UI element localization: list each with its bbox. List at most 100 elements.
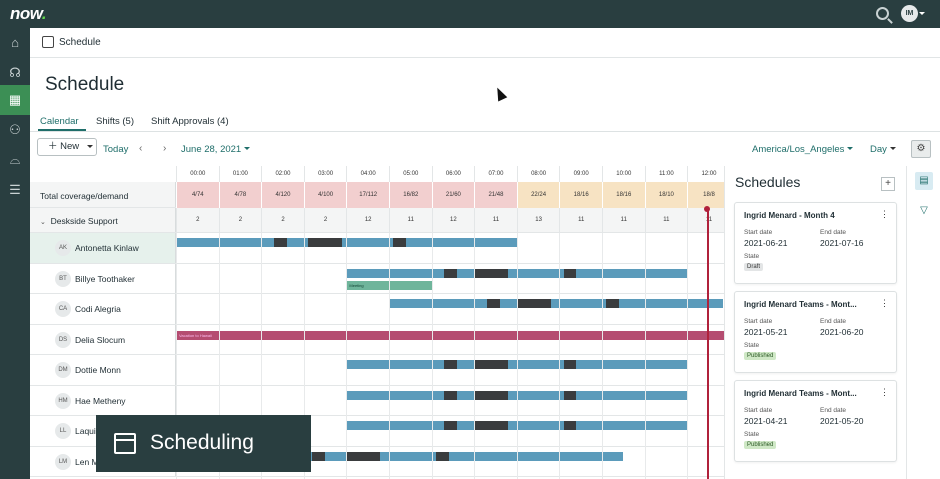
break-block[interactable] [444,268,458,278]
list-icon[interactable]: ☰ [9,182,21,197]
break-block[interactable] [516,299,551,308]
chevron-left-icon[interactable]: ‹ [139,143,143,154]
avatar: AK [55,240,71,256]
break-block[interactable] [563,421,577,430]
vacation-block[interactable]: Vacation to Hawaii [176,330,724,340]
breadcrumb-label[interactable]: Schedule [59,37,101,48]
more-icon[interactable]: ⋮ [880,209,889,219]
home-icon[interactable]: ⌂ [11,35,19,50]
break-block[interactable] [346,451,381,461]
avatar: LM [55,453,71,470]
break-block[interactable] [563,268,577,278]
break-block[interactable] [474,390,509,400]
add-schedule-button[interactable]: + [881,177,895,191]
calendar-icon[interactable]: ▦ [0,85,30,115]
person-name: Billye Toothaker [75,273,135,284]
hour-label: 10:00 [602,166,645,182]
break-block[interactable] [486,299,500,308]
more-icon[interactable]: ⋮ [880,298,889,308]
chevron-down-icon [889,147,896,153]
more-icon[interactable]: ⋮ [880,387,889,397]
card-title[interactable]: Ingrid Menard Teams - Mont... [744,389,857,398]
chevron-down-icon[interactable] [919,12,925,18]
date-picker[interactable]: June 28, 2021 [181,144,251,155]
filter-icon[interactable]: ▽ [920,205,928,216]
person-label: DM Dottie Monn [30,355,176,385]
search-icon[interactable] [876,7,889,20]
gear-icon[interactable]: ⚙ [911,140,931,158]
break-block[interactable] [474,268,509,278]
person-row[interactable]: DM Dottie Monn [30,355,724,386]
person-row[interactable]: BT Billye Toothaker Meeting [30,263,724,294]
card-title[interactable]: Ingrid Menard - Month 4 [744,211,835,220]
break-block[interactable] [563,390,577,400]
state-label: State [744,253,760,260]
break-block[interactable] [308,238,343,247]
headset-icon[interactable]: ☊ [9,65,21,80]
grid-line [644,233,646,479]
schedules-icon[interactable]: ▤ [915,172,933,190]
coverage-cell: 18/10 [644,182,688,208]
break-block[interactable] [273,238,287,247]
break-block[interactable] [312,451,326,461]
tab-calendar[interactable]: Calendar [40,116,79,127]
coverage-cell: 18/8 [687,182,730,208]
tab-shifts[interactable]: Shifts (5) [96,116,135,127]
timezone-label: America/Los_Angeles [752,144,845,155]
shift-bar[interactable] [346,268,688,278]
break-block[interactable] [444,390,458,400]
grid-line [516,233,518,479]
group-count-cell: 11 [602,208,645,233]
chevron-down-icon[interactable]: ⌄ [40,219,46,226]
break-block[interactable] [606,299,620,308]
shift-bar[interactable] [346,390,688,400]
tab-shift-approvals[interactable]: Shift Approvals (4) [151,116,229,127]
shift-bar[interactable] [389,299,724,308]
new-button[interactable]: ＋ New [37,138,97,156]
person-row[interactable]: DS Delia Slocum Vacation to Hawaii [30,324,724,355]
banner-label: Scheduling [150,431,254,454]
chevron-right-icon[interactable]: › [163,143,167,154]
chevron-down-icon [847,147,854,153]
scheduling-banner: Scheduling [96,415,311,472]
group-name: Deskside Support [50,216,118,226]
person-name: Codi Alegria [75,304,121,314]
schedule-card[interactable]: Ingrid Menard - Month 4 ⋮ Start date 2021-0… [734,202,897,284]
shift-bar[interactable] [346,360,688,369]
hour-label: 12:00 [687,166,730,182]
schedule-card[interactable]: Ingrid Menard Teams - Mont... ⋮ Start date… [734,380,897,462]
meeting-block[interactable]: Meeting [346,280,432,290]
end-date-value: 2021-05-20 [820,416,864,426]
break-block[interactable] [474,360,509,369]
graduation-cap-icon[interactable]: ⌓ [9,152,21,167]
break-block[interactable] [444,360,458,369]
person-row[interactable]: CA Codi Alegria [30,294,724,325]
group-count-cell: 12 [346,208,389,233]
shift-bar[interactable] [346,421,688,430]
shift-bar[interactable] [282,451,624,461]
coverage-cell: 17/112 [346,182,389,208]
card-title[interactable]: Ingrid Menard Teams - Mont... [744,300,857,309]
break-block[interactable] [435,451,449,461]
user-avatar[interactable]: IM [901,5,918,22]
calendar-icon [114,433,136,454]
person-row[interactable]: AK Antonetta Kinlaw [30,233,724,264]
schedule-card[interactable]: Ingrid Menard Teams - Mont... ⋮ Start date… [734,291,897,373]
group-row[interactable]: ⌄ Deskside Support 222212111211131111111… [30,208,724,233]
today-button[interactable]: Today [103,144,129,155]
schedule-grid: 00:00 01:00 02:00 03:00 04:00 05:00 06:00 07:00… [30,166,731,479]
break-block[interactable] [444,421,458,430]
grid-line [303,233,305,479]
break-block[interactable] [563,360,577,369]
now-logo[interactable]: now. [10,4,47,24]
start-date-label: Start date [744,318,773,325]
group-count-cell: 11 [559,208,602,233]
timezone-select[interactable]: America/Los_Angeles [752,144,854,155]
people-icon[interactable]: ⚇ [9,122,21,137]
break-block[interactable] [474,421,509,430]
break-block[interactable] [393,238,407,247]
coverage-cell: 16/82 [389,182,432,208]
person-row[interactable]: HM Hae Metheny [30,385,724,416]
person-row[interactable]: LM Len M [30,446,724,477]
view-select[interactable]: Day [870,144,896,155]
